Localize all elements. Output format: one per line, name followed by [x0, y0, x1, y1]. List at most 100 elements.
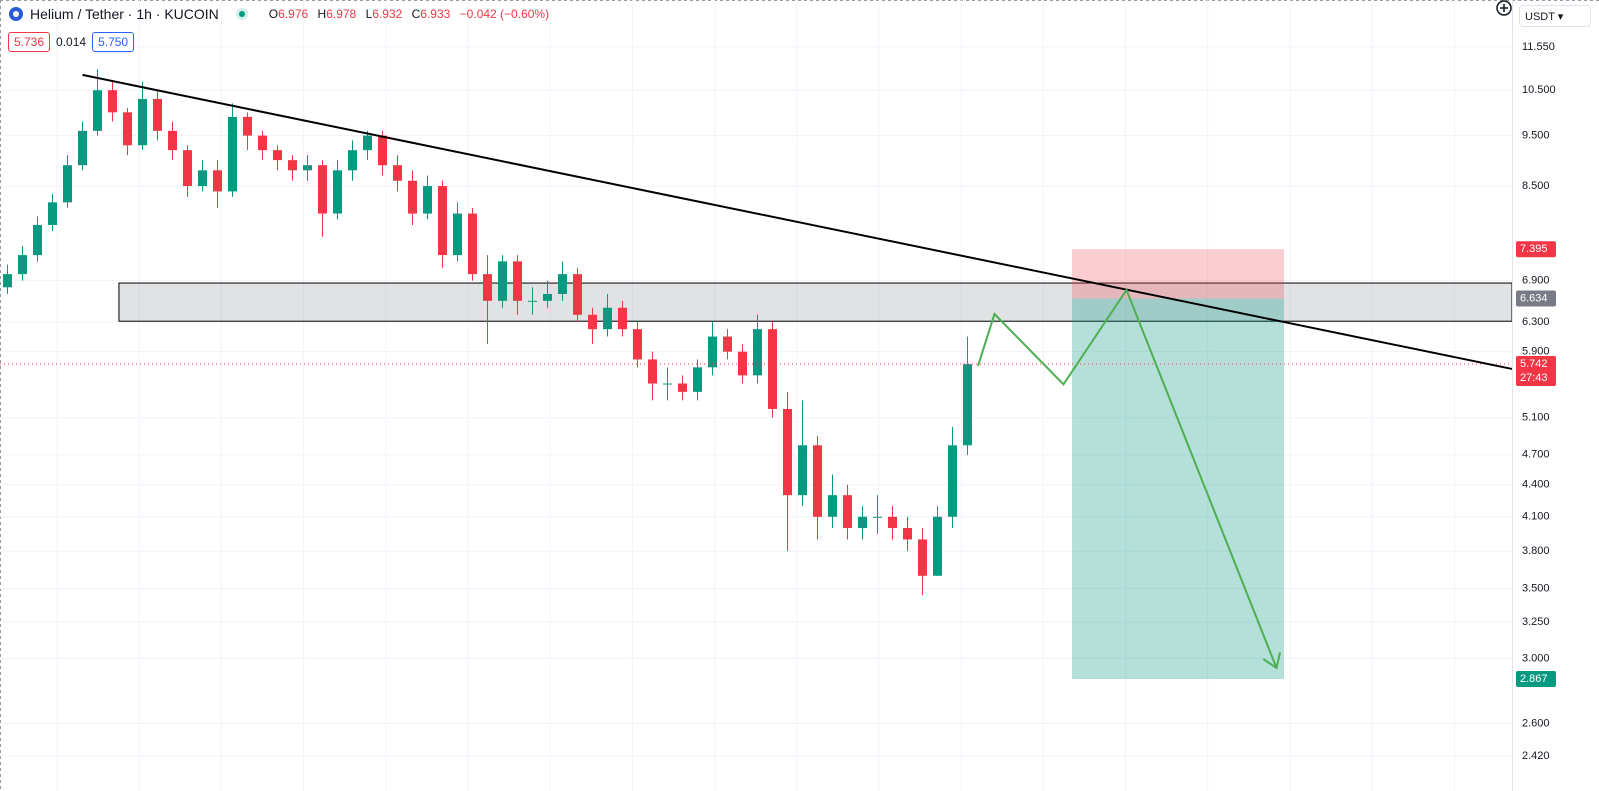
candle-body — [963, 364, 972, 446]
entry-price-tag: 6.634 — [1520, 292, 1548, 304]
y-tick-label: 5.900 — [1522, 346, 1550, 358]
buy-price[interactable]: 5.750 — [92, 32, 135, 52]
candle-body — [723, 336, 732, 352]
candle-body — [273, 150, 282, 161]
stop-price-tag-bg — [1516, 241, 1556, 258]
candle-body — [213, 170, 222, 192]
target-price-tag-bg — [1516, 671, 1556, 688]
y-tick-label: 4.100 — [1522, 511, 1550, 523]
projection-path — [977, 287, 1278, 669]
candle-body — [543, 293, 552, 301]
y-tick-label: 3.800 — [1522, 545, 1550, 557]
sell-price[interactable]: 5.736 — [8, 32, 51, 52]
candle-body — [63, 165, 72, 203]
candle-body — [843, 495, 852, 528]
candle-body — [453, 213, 462, 256]
candle-body — [408, 180, 417, 214]
trend-line — [82, 73, 1513, 370]
candle-body — [288, 160, 297, 171]
ohlc-label: H — [317, 7, 327, 21]
candle-body — [678, 383, 687, 392]
stop-zone — [1072, 249, 1284, 299]
ohlc-label: O — [268, 7, 279, 21]
y-tick-label: 8.500 — [1522, 180, 1550, 192]
currency-menu[interactable]: USDT ▾ — [1519, 5, 1591, 27]
candle-body — [573, 274, 582, 315]
y-tick-label: 4.400 — [1522, 479, 1550, 491]
candle-body — [498, 261, 507, 301]
add-button-icon — [1500, 4, 1508, 12]
y-tick-label: 5.100 — [1522, 412, 1550, 424]
candle-body — [813, 445, 822, 517]
ohlc-value: 6.933 — [420, 7, 451, 21]
candle-body — [588, 314, 597, 330]
candle-body — [513, 261, 522, 301]
change: −0.042 (−0.60%) — [459, 7, 550, 21]
y-tick-label: 6.300 — [1522, 316, 1550, 328]
candle-body — [558, 274, 567, 294]
candle-body — [828, 495, 837, 517]
candle-body — [798, 445, 807, 496]
candle-body — [333, 170, 342, 214]
entry-price-tag-bg — [1516, 290, 1556, 307]
candle-body — [873, 516, 882, 518]
last-price-tag-bg — [1516, 355, 1556, 386]
candle-body — [918, 539, 927, 576]
candle-body — [423, 186, 432, 214]
candle-body — [303, 165, 312, 171]
candle-body — [183, 150, 192, 187]
candle-body — [48, 202, 57, 226]
ohlc-label: C — [411, 7, 421, 21]
candle-body — [348, 150, 357, 171]
y-tick-label: 3.000 — [1522, 652, 1550, 664]
y-tick-label: 2.420 — [1522, 750, 1550, 762]
ohlc-value: 6.978 — [326, 7, 357, 21]
candle-body — [363, 135, 372, 151]
candle-body — [33, 225, 42, 256]
candle-body — [903, 527, 912, 540]
y-tick-label: 3.250 — [1522, 616, 1550, 628]
candle-body — [648, 359, 657, 384]
candle-body — [468, 213, 477, 275]
y-tick-label: 11.550 — [1522, 41, 1555, 53]
candle-body — [948, 445, 957, 517]
y-tick-label: 10.500 — [1522, 84, 1556, 96]
candle-body — [243, 116, 252, 136]
candle-body — [378, 135, 387, 166]
candle-body — [228, 116, 237, 192]
candle-body — [318, 165, 327, 214]
candle-body — [108, 90, 117, 113]
candle-body — [708, 336, 717, 368]
y-tick-label: 9.500 — [1522, 130, 1550, 142]
countdown: 27:43 — [1520, 372, 1548, 384]
candle-body — [768, 329, 777, 409]
candle-body — [738, 351, 747, 376]
candle-body — [3, 274, 12, 288]
candle-body — [693, 367, 702, 392]
stop-price-tag: 7.395 — [1520, 243, 1548, 255]
candle-body — [933, 516, 942, 576]
y-tick-label: 4.700 — [1522, 449, 1550, 461]
ohlc-value: 6.976 — [278, 7, 309, 21]
candle-body — [168, 130, 177, 151]
y-tick-label: 3.500 — [1522, 582, 1550, 594]
candle-body — [663, 383, 672, 385]
candle-body — [858, 516, 867, 528]
y-tick-label: 2.600 — [1522, 717, 1550, 729]
candle-body — [618, 307, 627, 330]
symbol-title[interactable]: Helium / Tether · 1h · KUCOIN — [30, 6, 219, 22]
bid-ask: 5.736 0.014 5.750 — [8, 32, 135, 52]
candle-body — [888, 516, 897, 528]
legend-header: Helium / Tether · 1h · KUCOIN O6.976 H6.… — [8, 6, 555, 22]
ohlc-values: O6.976 H6.978 L6.932 C6.933 −0.042 (−0.6… — [269, 7, 555, 21]
candle-body — [633, 329, 642, 360]
projection-arrowhead — [1262, 652, 1282, 670]
last-price-tag: 5.742 — [1520, 358, 1548, 370]
spread: 0.014 — [56, 35, 87, 49]
candle-body — [258, 135, 267, 151]
ohlc-value: 6.932 — [372, 7, 403, 21]
zone-box — [118, 282, 1513, 322]
candle-body — [483, 274, 492, 301]
market-status — [235, 8, 248, 20]
